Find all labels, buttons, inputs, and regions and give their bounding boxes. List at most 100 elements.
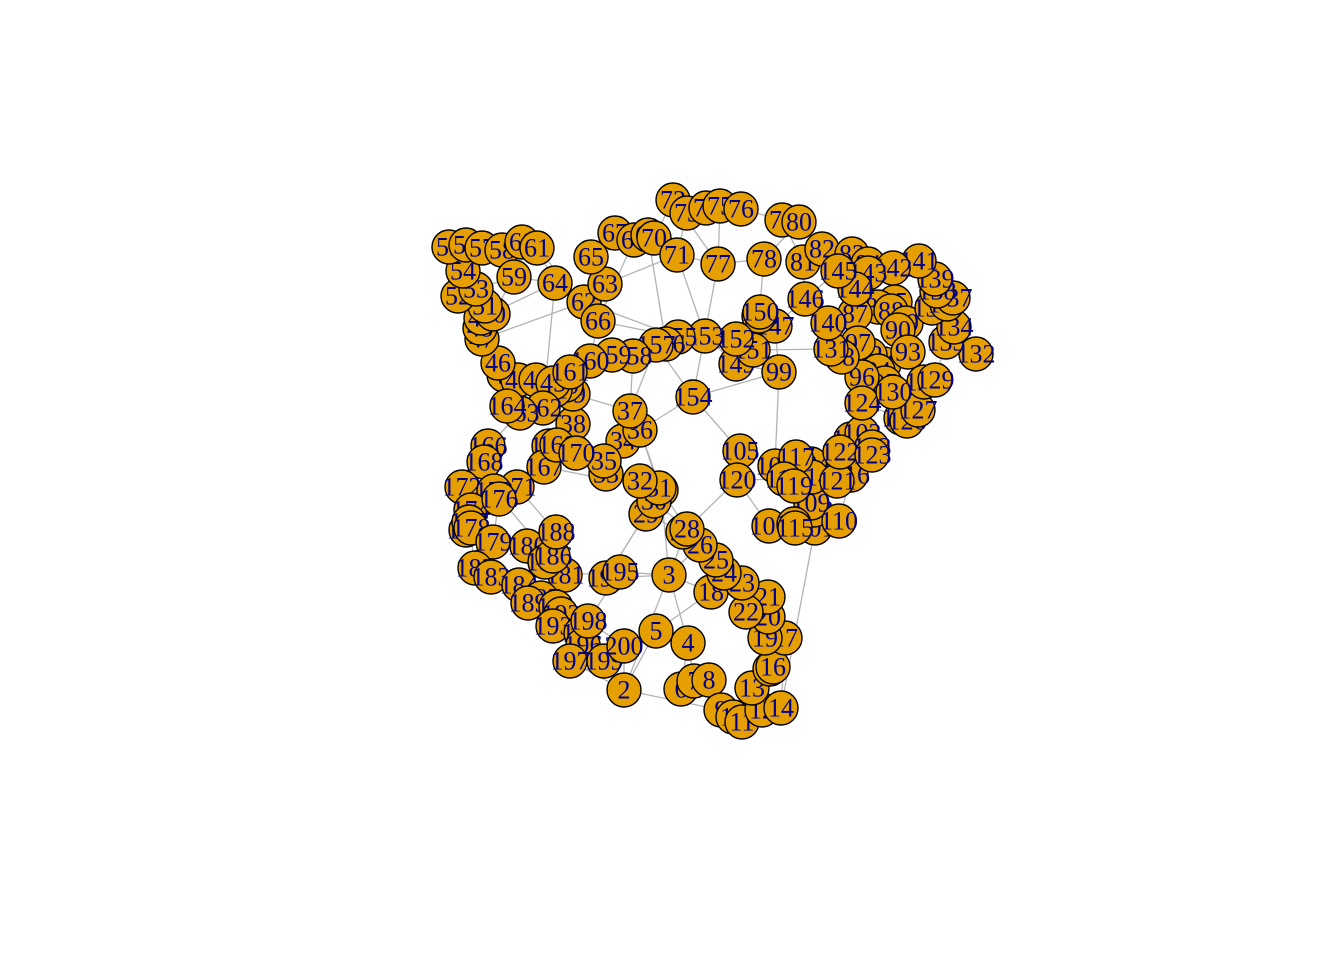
node-circle xyxy=(781,204,817,240)
edge-62-47 xyxy=(481,301,585,340)
node-label: 119 xyxy=(775,472,813,501)
node-circle xyxy=(537,265,573,301)
node-132: 132 xyxy=(957,336,996,372)
node-label: 154 xyxy=(674,383,713,412)
node-circle xyxy=(538,514,574,550)
node-label: 64 xyxy=(542,269,568,298)
node-99: 99 xyxy=(761,354,797,390)
node-4: 4 xyxy=(670,625,706,661)
node-176: 176 xyxy=(480,481,519,517)
node-59: 59 xyxy=(496,259,532,295)
node-circle xyxy=(787,281,823,317)
node-label: 152 xyxy=(717,325,756,354)
node-circle xyxy=(602,554,638,590)
node-145: 145 xyxy=(819,253,858,289)
node-circle xyxy=(742,294,778,330)
node-200: 200 xyxy=(605,628,644,664)
node-circle xyxy=(558,435,594,471)
node-22: 22 xyxy=(728,594,764,630)
node-168: 168 xyxy=(465,444,504,480)
node-circle xyxy=(763,690,799,726)
node-circle xyxy=(844,385,880,421)
node-162: 162 xyxy=(524,390,563,426)
node-circle xyxy=(606,628,642,664)
node-64: 64 xyxy=(537,265,573,301)
node-188: 188 xyxy=(537,514,576,550)
node-label: 2 xyxy=(618,676,631,705)
node-circle xyxy=(719,462,755,498)
node-label: 99 xyxy=(766,358,792,387)
node-circle xyxy=(496,259,532,295)
node-121: 121 xyxy=(818,463,857,499)
node-circle xyxy=(777,510,813,546)
node-122: 122 xyxy=(821,434,860,470)
node-154: 154 xyxy=(674,379,713,415)
node-label: 122 xyxy=(821,438,860,467)
node-label: 115 xyxy=(776,514,814,543)
node-circle xyxy=(489,388,525,424)
node-circle xyxy=(519,230,555,266)
node-37: 37 xyxy=(612,393,648,429)
node-circle xyxy=(580,303,616,339)
node-123: 123 xyxy=(853,437,892,473)
node-105: 105 xyxy=(721,433,760,469)
node-label: 168 xyxy=(465,448,504,477)
node-115: 115 xyxy=(776,510,814,546)
node-label: 121 xyxy=(818,467,857,496)
node-circle xyxy=(890,334,926,370)
node-170: 170 xyxy=(557,435,596,471)
node-circle xyxy=(700,246,736,282)
node-circle xyxy=(875,374,911,410)
node-32: 32 xyxy=(622,463,658,499)
node-76: 76 xyxy=(723,191,759,227)
node-circle xyxy=(675,379,711,415)
node-label: 71 xyxy=(664,241,690,270)
node-label: 161 xyxy=(551,358,590,387)
node-152: 152 xyxy=(717,321,756,357)
node-circle xyxy=(659,237,695,273)
node-36: 36 xyxy=(622,412,658,448)
node-140: 140 xyxy=(809,305,848,341)
node-124: 124 xyxy=(843,385,882,421)
node-label: 188 xyxy=(537,518,576,547)
node-label: 150 xyxy=(741,298,780,327)
node-circle xyxy=(638,613,674,649)
node-label: 146 xyxy=(786,285,825,314)
node-label: 105 xyxy=(721,437,760,466)
node-label: 124 xyxy=(843,389,882,418)
node-circle xyxy=(622,463,658,499)
node-label: 61 xyxy=(524,234,550,263)
node-circle xyxy=(821,503,857,539)
node-circle xyxy=(669,511,705,547)
node-183: 183 xyxy=(472,559,511,595)
node-146: 146 xyxy=(786,281,825,317)
node-80: 80 xyxy=(781,204,817,240)
node-label: 22 xyxy=(733,598,759,627)
node-164: 164 xyxy=(488,388,527,424)
node-label: 78 xyxy=(751,245,777,274)
node-label: 170 xyxy=(557,439,596,468)
node-label: 28 xyxy=(674,515,700,544)
node-label: 8 xyxy=(703,666,716,695)
node-label: 14 xyxy=(768,694,794,723)
node-label: 65 xyxy=(578,243,604,272)
node-label: 198 xyxy=(569,607,608,636)
node-label: 16 xyxy=(760,653,786,682)
node-3: 3 xyxy=(651,557,687,593)
node-119: 119 xyxy=(775,468,813,504)
node-label: 130 xyxy=(874,378,913,407)
node-78: 78 xyxy=(746,241,782,277)
node-35: 35 xyxy=(586,443,622,479)
node-label: 59 xyxy=(501,263,527,292)
node-198: 198 xyxy=(569,603,608,639)
node-label: 120 xyxy=(718,466,757,495)
node-circle xyxy=(917,362,953,398)
node-label: 63 xyxy=(592,270,618,299)
node-circle xyxy=(606,672,642,708)
node-63: 63 xyxy=(587,266,623,302)
node-label: 93 xyxy=(895,338,921,367)
node-label: 195 xyxy=(601,558,640,587)
node-71: 71 xyxy=(659,237,695,273)
node-129: 129 xyxy=(916,362,955,398)
